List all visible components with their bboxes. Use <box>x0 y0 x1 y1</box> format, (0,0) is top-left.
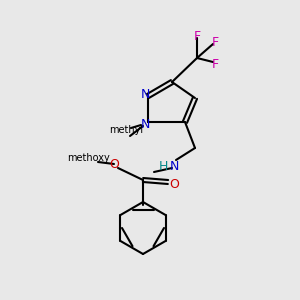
Text: F: F <box>212 35 219 49</box>
Text: N: N <box>169 160 179 172</box>
Text: F: F <box>212 58 219 70</box>
Text: O: O <box>109 158 119 170</box>
Text: O: O <box>169 178 179 190</box>
Text: methoxy: methoxy <box>67 153 110 163</box>
Text: methyl: methyl <box>109 125 143 135</box>
Text: N: N <box>140 118 150 130</box>
Text: N: N <box>140 88 150 100</box>
Text: H: H <box>158 160 168 172</box>
Text: F: F <box>194 29 201 43</box>
